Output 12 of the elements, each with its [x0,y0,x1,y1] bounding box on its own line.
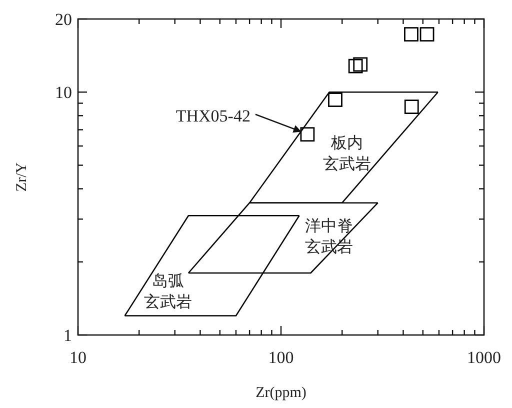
x-tick-label: 1000 [467,348,501,367]
x-axis-title: Zr(ppm) [256,385,306,401]
annotation: 岛弧玄武岩 [144,271,192,311]
x-tick-label: 100 [268,348,294,367]
y-tick-label: 1 [64,326,72,345]
y-tick-label: 20 [55,10,72,29]
annotation: 洋中脊玄武岩 [305,216,353,256]
annotation: THX05-42 [176,106,250,126]
annotation: 板内玄武岩 [323,133,371,173]
y-axis-title: Zr/Y [14,162,30,192]
y-tick-label: 10 [55,83,72,102]
x-tick-label: 10 [70,348,86,367]
